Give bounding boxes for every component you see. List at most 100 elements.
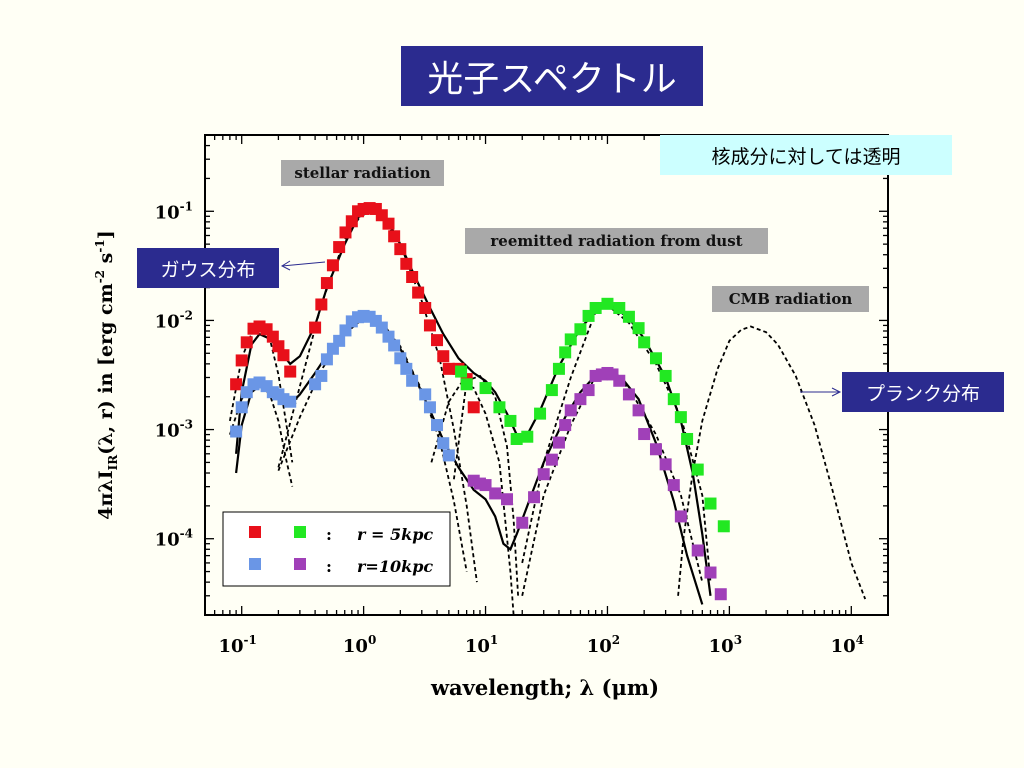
gauss-arrow — [281, 261, 326, 267]
data-point — [437, 350, 450, 363]
data-point — [230, 425, 243, 438]
data-point — [589, 301, 602, 314]
data-point — [564, 404, 577, 417]
legend-colon-2: : — [326, 557, 332, 576]
legend-marker-green — [294, 526, 306, 538]
legend-colon-1: : — [326, 525, 332, 544]
y-axis-label-part: ] — [95, 230, 117, 239]
data-point — [667, 393, 680, 406]
data-point — [467, 401, 480, 414]
data-point — [649, 352, 662, 365]
data-point — [504, 414, 517, 427]
gauss-distribution-note: ガウス分布 — [137, 248, 279, 288]
y-axis-label-superscript: -2 — [93, 270, 107, 283]
legend-marker-blue — [249, 558, 261, 570]
data-point — [419, 388, 432, 401]
data-point — [388, 230, 401, 243]
data-point — [479, 382, 492, 395]
data-point — [649, 443, 662, 456]
data-point — [320, 277, 333, 290]
data-point — [394, 352, 407, 365]
data-point — [431, 419, 444, 432]
data-point — [574, 393, 587, 406]
legend: : r = 5kpc : r=10kpc — [222, 511, 451, 587]
data-point — [479, 479, 492, 492]
data-point — [559, 419, 572, 432]
data-point — [400, 257, 413, 270]
data-point — [284, 395, 297, 408]
data-point — [601, 297, 614, 310]
data-point — [333, 334, 346, 347]
data-point — [266, 330, 279, 343]
data-point — [333, 241, 346, 254]
data-point — [235, 354, 248, 367]
planck-arrowhead — [831, 387, 842, 397]
data-point — [437, 437, 450, 450]
x-tick-label: 100 — [343, 633, 376, 657]
data-point — [714, 588, 727, 601]
data-point — [277, 349, 290, 362]
y-tick-label: 10-1 — [155, 199, 193, 223]
data-point — [339, 226, 352, 239]
y-tick-label-exponent: -3 — [180, 418, 193, 432]
x-tick-label: 10-1 — [218, 633, 256, 657]
data-point — [552, 436, 565, 449]
y-tick-label-exponent: -4 — [180, 527, 193, 541]
data-point — [326, 259, 339, 272]
data-point — [394, 243, 407, 256]
gauss-arrowhead — [280, 260, 291, 271]
legend-label-5kpc: r = 5kpc — [357, 525, 433, 544]
data-point — [632, 404, 645, 417]
data-point — [510, 432, 523, 445]
y-axis-label-part: s — [95, 253, 117, 270]
data-point — [320, 353, 333, 366]
x-tick-label: 102 — [587, 633, 620, 657]
x-tick-label: 101 — [465, 633, 498, 657]
data-point — [315, 369, 328, 382]
data-points — [230, 202, 730, 601]
data-point — [704, 566, 717, 579]
data-point — [382, 217, 395, 230]
legend-box — [222, 511, 451, 587]
x-tick-label: 103 — [709, 633, 742, 657]
data-point — [717, 520, 730, 533]
x-axis-label: wavelength; λ (μm) — [430, 675, 659, 700]
data-point — [406, 270, 419, 283]
data-point — [240, 336, 253, 349]
x-tick-label-exponent: 0 — [368, 633, 376, 647]
y-axis-label: 4πλIIR(λ, r) in [erg cm-2 s-1] — [93, 230, 120, 519]
data-point — [419, 301, 432, 314]
model-curve-dashed — [677, 325, 867, 600]
x-tick-label-exponent: 2 — [612, 633, 620, 647]
data-point — [559, 346, 572, 359]
data-point — [622, 310, 635, 323]
data-point — [423, 319, 436, 332]
data-point — [493, 401, 506, 414]
data-point — [521, 430, 534, 443]
data-point — [613, 374, 626, 387]
cmb-radiation-label: CMB radiation — [712, 286, 869, 312]
data-point — [528, 491, 541, 504]
model-curve-dashed — [277, 210, 478, 583]
y-tick-label-exponent: -2 — [180, 308, 193, 322]
data-point — [516, 516, 529, 529]
y-tick-label: 10-4 — [155, 527, 193, 551]
data-point — [501, 493, 514, 506]
data-point — [704, 497, 717, 510]
data-point — [638, 336, 651, 349]
model-curve-dashed — [521, 304, 712, 583]
x-tick-label: 104 — [831, 633, 864, 657]
data-point — [339, 324, 352, 337]
data-point — [375, 321, 388, 334]
data-point — [681, 432, 694, 445]
data-point — [691, 544, 704, 557]
data-point — [674, 510, 687, 523]
data-point — [230, 378, 243, 391]
data-point — [309, 321, 322, 334]
data-point — [315, 298, 328, 311]
y-tick-label-exponent: -1 — [180, 199, 193, 213]
data-point — [632, 322, 645, 335]
x-tick-label-exponent: 4 — [856, 633, 864, 647]
y-axis-label-part: (λ, r) in [erg cm — [95, 283, 117, 454]
